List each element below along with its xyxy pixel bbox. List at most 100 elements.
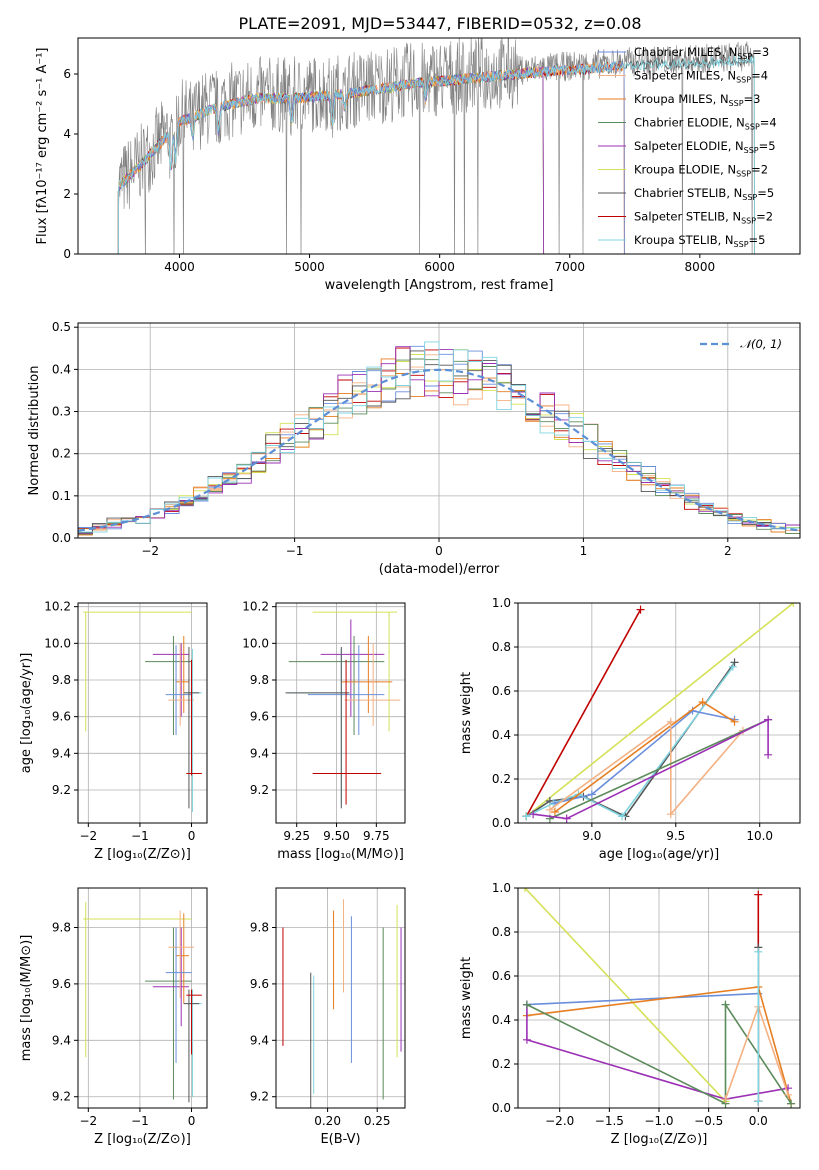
legend-entry: Chabrier MILES, NSSP=3 (634, 45, 769, 61)
panel-mass-weight-vs-Z: −2.0 −1.5 −1.0 −0.5 0.0 0.0 0.2 0.4 0.6 0.8 1.0 Z [… (459, 881, 801, 1147)
y-tick-label: 9.2 (52, 1090, 71, 1104)
mass-weight-point-salpeter_elodie (522, 1035, 531, 1044)
y-tick-label: 10.2 (242, 600, 269, 614)
y-axis-label: mass [log₁₀(M/M⊙)] (19, 935, 34, 1062)
x-axis-label: E(B-V) (320, 1132, 360, 1147)
y-tick-label: 0.0 (52, 531, 71, 545)
plot-area (276, 603, 405, 823)
y-tick-label: 0.6 (492, 969, 511, 983)
mass-weight-point-salpeter_elodie (764, 715, 773, 724)
x-axis-label: Z [log₁₀(Z/Z⊙)] (94, 1132, 191, 1147)
x-tick-label: 2 (724, 544, 732, 558)
mass-weight-point-kroupa_miles (730, 717, 739, 726)
x-tick-label: 10.0 (746, 829, 773, 843)
axes-frame (77, 37, 801, 255)
y-tick-label: 1.0 (492, 881, 511, 895)
y-tick-label: 0.6 (492, 684, 511, 698)
y-tick-label: 0.2 (52, 447, 71, 461)
mass-weight-point-chabrier_elodie (787, 1099, 796, 1108)
plot-area (117, 38, 755, 254)
x-tick-label: 9.50 (323, 829, 350, 843)
x-tick-label: 5000 (294, 260, 325, 274)
legend-entry: 𝒩(0, 1) (740, 337, 782, 351)
mass-weight-point-chabrier_miles (587, 790, 596, 799)
x-tick-label: −2.0 (545, 1114, 574, 1128)
axes-frame (77, 602, 208, 824)
mass-weight-point-salpeter_stelib (754, 890, 763, 899)
y-tick-label: 9.8 (52, 673, 71, 687)
model-spectrum-kroupa_stelib (117, 55, 755, 254)
legend-entry: Salpeter ELODIE, NSSP=5 (634, 139, 776, 155)
x-axis-label: (data-model)/error (379, 562, 500, 577)
mass-weight-line-salpeter_elodie (526, 1004, 789, 1101)
x-tick-label: 8000 (685, 260, 716, 274)
mass-weight-point-kroupa_stelib (754, 947, 763, 956)
y-tick-label: 0.1 (52, 489, 71, 503)
panel-age-vs-mass: 9.25 9.50 9.75 9.2 9.4 9.6 9.8 10.0 10.2 mass [lo… (242, 600, 406, 862)
mass-weight-point-kroupa_elodie (789, 603, 798, 607)
axes-frame (77, 887, 208, 1109)
plot-area (78, 603, 207, 823)
y-axis-label: Flux [fλ10⁻¹⁷ erg cm⁻² s⁻¹ A⁻¹] (35, 48, 50, 245)
x-tick-label: 0 (188, 1114, 196, 1128)
axes-frame (275, 887, 406, 1109)
plot-area (518, 603, 800, 823)
y-axis-label: mass weight (459, 672, 474, 754)
y-tick-label: 9.8 (52, 920, 71, 934)
mass-weight-point-kroupa_elodie (520, 888, 529, 892)
x-tick-label: −1 (286, 544, 304, 558)
plot-area (78, 888, 207, 1108)
y-tick-label: 4 (63, 127, 71, 141)
legend: Chabrier MILES, NSSP=3 Salpeter MILES, NS… (598, 45, 777, 249)
y-tick-label: 0.3 (52, 405, 71, 419)
mass-weight-point-kroupa_stelib (522, 812, 531, 821)
mass-weight-line-salpeter_stelib (525, 609, 642, 817)
x-tick-label: 0.20 (314, 1114, 341, 1128)
y-tick-label: 0.8 (492, 925, 511, 939)
y-tick-label: 0.5 (52, 320, 71, 334)
x-tick-label: 0.25 (364, 1114, 391, 1128)
y-tick-label: 10.0 (242, 636, 269, 650)
mass-weight-point-salpeter_miles (666, 810, 675, 819)
mass-weight-line-kroupa_elodie (525, 603, 794, 818)
mass-weight-point-kroupa_miles (698, 698, 707, 706)
mass-weight-point-salpeter_miles (784, 1090, 793, 1099)
mass-weight-point-salpeter_miles (721, 1095, 730, 1104)
y-tick-label: 0.0 (492, 816, 511, 830)
y-tick-label: 10.2 (44, 600, 71, 614)
x-axis-label: age [log₁₀(age/yr)] (599, 847, 720, 862)
x-tick-label: −1 (131, 829, 149, 843)
mass-weight-line-salpeter_miles (549, 720, 744, 817)
y-tick-label: 9.2 (250, 783, 269, 797)
x-axis-label: wavelength [Angstrom, rest frame] (325, 278, 554, 293)
mass-weight-line-chabrier_miles (526, 992, 759, 1006)
y-tick-label: 9.8 (250, 920, 269, 934)
mass-weight-line-kroupa_stelib (526, 666, 734, 818)
legend-entry: Chabrier ELODIE, NSSP=4 (634, 116, 777, 132)
legend-entry: Kroupa STELIB, NSSP=5 (634, 233, 765, 249)
y-tick-label: 9.6 (250, 710, 269, 724)
mass-weight-point-chabrier_elodie (522, 1000, 531, 1009)
legend-entry: Kroupa MILES, NSSP=3 (634, 92, 760, 108)
x-tick-label: 4000 (164, 260, 195, 274)
axes-frame (77, 322, 801, 539)
y-tick-label: 1.0 (492, 596, 511, 610)
x-tick-label: 6000 (424, 260, 455, 274)
plot-area (78, 323, 800, 538)
x-axis-label: Z [log₁₀(Z/Z⊙)] (611, 1132, 708, 1147)
mass-weight-point-chabrier_stelib (730, 658, 739, 667)
x-tick-label: −2 (79, 829, 97, 843)
mass-weight-point-kroupa_miles (550, 808, 559, 816)
legend-entry: Kroupa ELODIE, NSSP=2 (634, 163, 768, 179)
mass-weight-point-salpeter_elodie (562, 814, 571, 823)
y-tick-label: 0.8 (492, 640, 511, 654)
observed-spectrum-line (118, 38, 755, 254)
model-spectrum-chabrier_miles (117, 60, 625, 254)
axes-frame (517, 602, 801, 824)
y-tick-label: 9.6 (250, 977, 269, 991)
y-tick-label: 0.2 (492, 1057, 511, 1071)
x-tick-label: 9.25 (283, 829, 310, 843)
mass-weight-line-chabrier_elodie (549, 718, 769, 820)
plot-area (276, 888, 405, 1108)
y-tick-label: 0.2 (492, 772, 511, 786)
